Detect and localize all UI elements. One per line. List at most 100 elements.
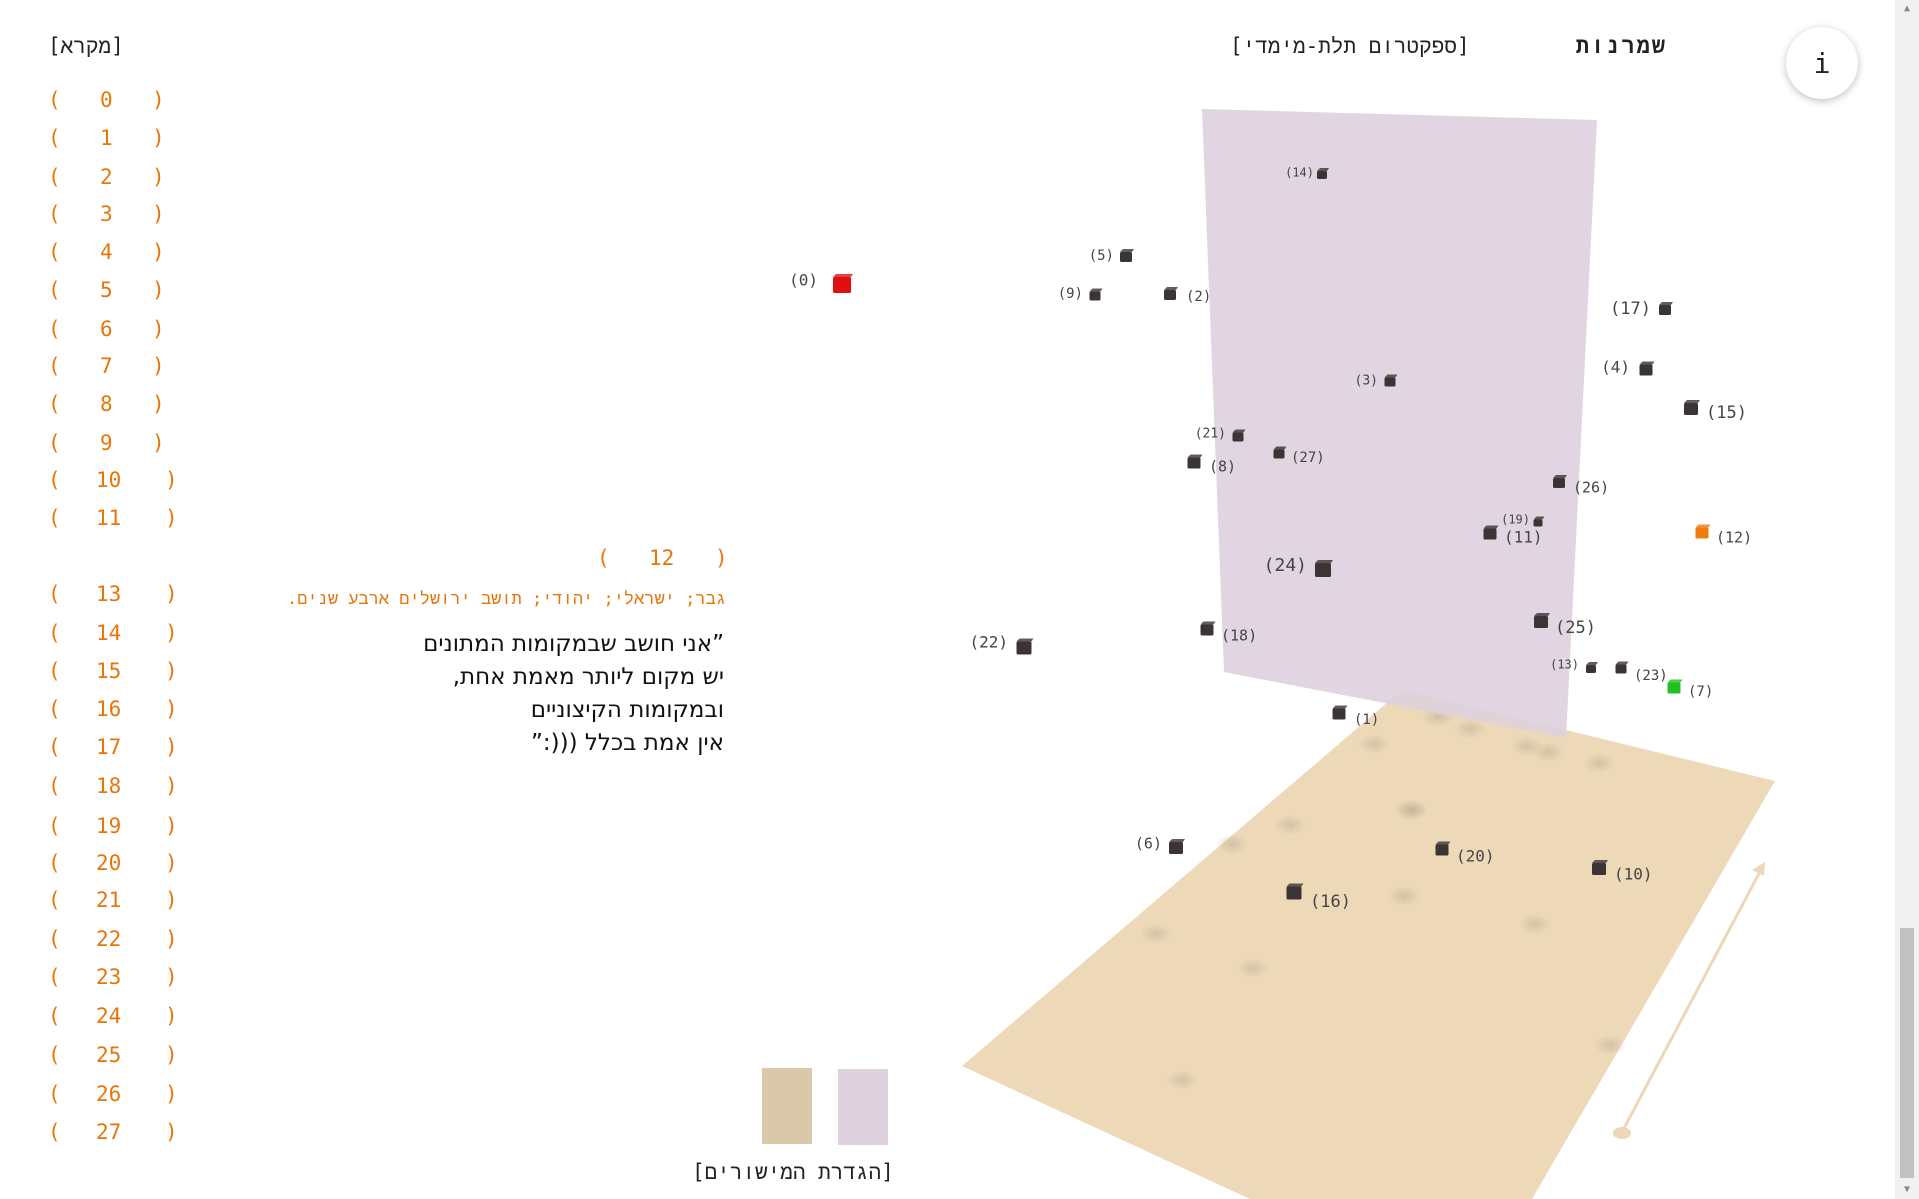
point-cube[interactable] (1534, 616, 1548, 628)
point-cube[interactable] (1200, 624, 1214, 636)
list-item[interactable]: (22) (48, 927, 178, 955)
scroll-down-arrow-icon[interactable]: ▼ (1903, 1184, 1911, 1195)
list-item[interactable]: (27) (48, 1120, 178, 1148)
point-cube[interactable] (1384, 377, 1396, 387)
list-item[interactable]: (10) (48, 468, 178, 496)
list-item[interactable]: (20) (48, 851, 178, 879)
point-cube[interactable] (1317, 171, 1327, 179)
scene-point[interactable]: (6) (1135, 835, 1185, 855)
scene-point[interactable]: (0) (789, 271, 853, 294)
list-item[interactable]: (6) (48, 317, 168, 345)
scene-point[interactable]: (14) (1285, 166, 1329, 180)
scene-point[interactable]: (9) (1058, 286, 1103, 302)
point-cube[interactable] (1187, 457, 1201, 469)
scene-point[interactable]: (23) (1615, 661, 1668, 685)
list-item[interactable]: (8) (48, 392, 168, 420)
scene-point[interactable]: (18) (1200, 621, 1258, 645)
legend-button[interactable]: [מקרא] (48, 34, 124, 58)
point-cube[interactable] (833, 277, 851, 293)
scene-point[interactable]: (22) (969, 633, 1034, 655)
list-item[interactable]: (7) (48, 354, 168, 382)
scene-point[interactable]: (25) (1534, 613, 1596, 638)
scene-point[interactable]: (16) (1286, 883, 1351, 913)
point-cube[interactable] (1332, 708, 1346, 720)
list-item-number: 15 (96, 659, 122, 683)
scene-point[interactable]: (15) (1684, 400, 1747, 423)
point-cube[interactable] (1667, 682, 1681, 694)
page-scrollbar[interactable]: ▲ ▼ (1895, 0, 1919, 1199)
list-item-number: 1 (100, 126, 113, 150)
point-cube[interactable] (1659, 305, 1671, 315)
point-cube[interactable] (1089, 291, 1101, 301)
list-item[interactable]: (1) (48, 126, 168, 154)
point-label: (14) (1285, 166, 1314, 180)
list-item[interactable]: (3) (48, 202, 168, 230)
point-cube[interactable] (1615, 664, 1627, 674)
point-cube[interactable] (1164, 290, 1176, 300)
scene-point[interactable]: (8) (1187, 454, 1237, 476)
scene-point[interactable]: (1) (1332, 705, 1380, 729)
scene-point[interactable]: (27) (1273, 446, 1325, 467)
scene-point[interactable]: (4) (1601, 358, 1655, 377)
point-cube[interactable] (1533, 519, 1543, 527)
list-item[interactable]: (14) (48, 621, 178, 649)
scene-point[interactable]: (10) (1592, 860, 1653, 884)
list-item[interactable]: (18) (48, 774, 178, 802)
scroll-up-arrow-icon[interactable]: ▲ (1903, 3, 1911, 14)
scene-point[interactable]: (19) (1501, 513, 1545, 527)
scene-point[interactable]: (5) (1089, 248, 1134, 264)
scene-point[interactable]: (24) (1264, 555, 1333, 577)
scene-point[interactable]: (13) (1550, 658, 1598, 674)
scene-point[interactable]: (3) (1355, 374, 1398, 389)
point-cube[interactable] (1169, 842, 1183, 854)
point-cube[interactable] (1315, 563, 1331, 577)
list-item[interactable]: (17) (48, 735, 178, 763)
scene-point[interactable]: (11) (1483, 525, 1543, 547)
list-item[interactable]: (15) (48, 659, 178, 687)
list-item[interactable]: (13) (48, 582, 178, 610)
list-item[interactable]: (24) (48, 1004, 178, 1032)
scene-point[interactable]: (17) (1610, 299, 1673, 319)
list-item[interactable]: (21) (48, 888, 178, 916)
spectrum-3d-button[interactable]: [ספקטרום תלת-מימדי] (1230, 34, 1470, 58)
list-item[interactable]: (0) (48, 88, 168, 116)
info-button[interactable]: i (1786, 27, 1858, 99)
point-cube[interactable] (1695, 527, 1709, 539)
point-cube[interactable] (1286, 886, 1302, 900)
list-item[interactable]: (11) (48, 506, 178, 534)
scene-point[interactable]: (2) (1164, 287, 1211, 305)
scene-point[interactable]: (26) (1553, 475, 1609, 497)
list-item[interactable]: (16) (48, 697, 178, 725)
open-bracket: ( (48, 1043, 61, 1067)
point-cube[interactable] (1483, 528, 1497, 540)
scene-point[interactable]: (12) (1695, 524, 1753, 547)
point-cube[interactable] (1232, 432, 1244, 442)
wall-plane-swatch[interactable] (838, 1069, 888, 1145)
point-cube[interactable] (1016, 641, 1032, 655)
point-cube[interactable] (1435, 844, 1449, 856)
list-item[interactable]: (25) (48, 1043, 178, 1071)
point-cube[interactable] (1684, 403, 1698, 415)
expanded-list-item[interactable]: ( 12 ) (597, 546, 728, 574)
point-cube[interactable] (1120, 252, 1132, 262)
scene-point[interactable]: (7) (1667, 679, 1714, 701)
list-item[interactable]: (9) (48, 431, 168, 459)
list-item[interactable]: (23) (48, 965, 178, 993)
planes-settings-button[interactable]: [הגדרת המישורים] (692, 1160, 894, 1184)
point-cube[interactable] (1639, 364, 1653, 376)
list-item[interactable]: (2) (48, 165, 168, 193)
point-cube[interactable] (1586, 665, 1596, 673)
list-item[interactable]: (4) (48, 240, 168, 268)
scroll-thumb[interactable] (1900, 928, 1914, 1178)
scene-point[interactable]: (21) (1195, 427, 1246, 442)
point-cube[interactable] (1273, 449, 1285, 459)
list-item[interactable]: (19) (48, 814, 178, 842)
close-bracket: ) (165, 814, 178, 838)
point-cube[interactable] (1553, 478, 1565, 488)
list-item[interactable]: (5) (48, 278, 168, 306)
floor-plane-swatch[interactable] (762, 1068, 812, 1144)
list-item[interactable]: (26) (48, 1082, 178, 1110)
point-cube[interactable] (1592, 863, 1606, 875)
scene-point[interactable]: (20) (1435, 841, 1495, 866)
